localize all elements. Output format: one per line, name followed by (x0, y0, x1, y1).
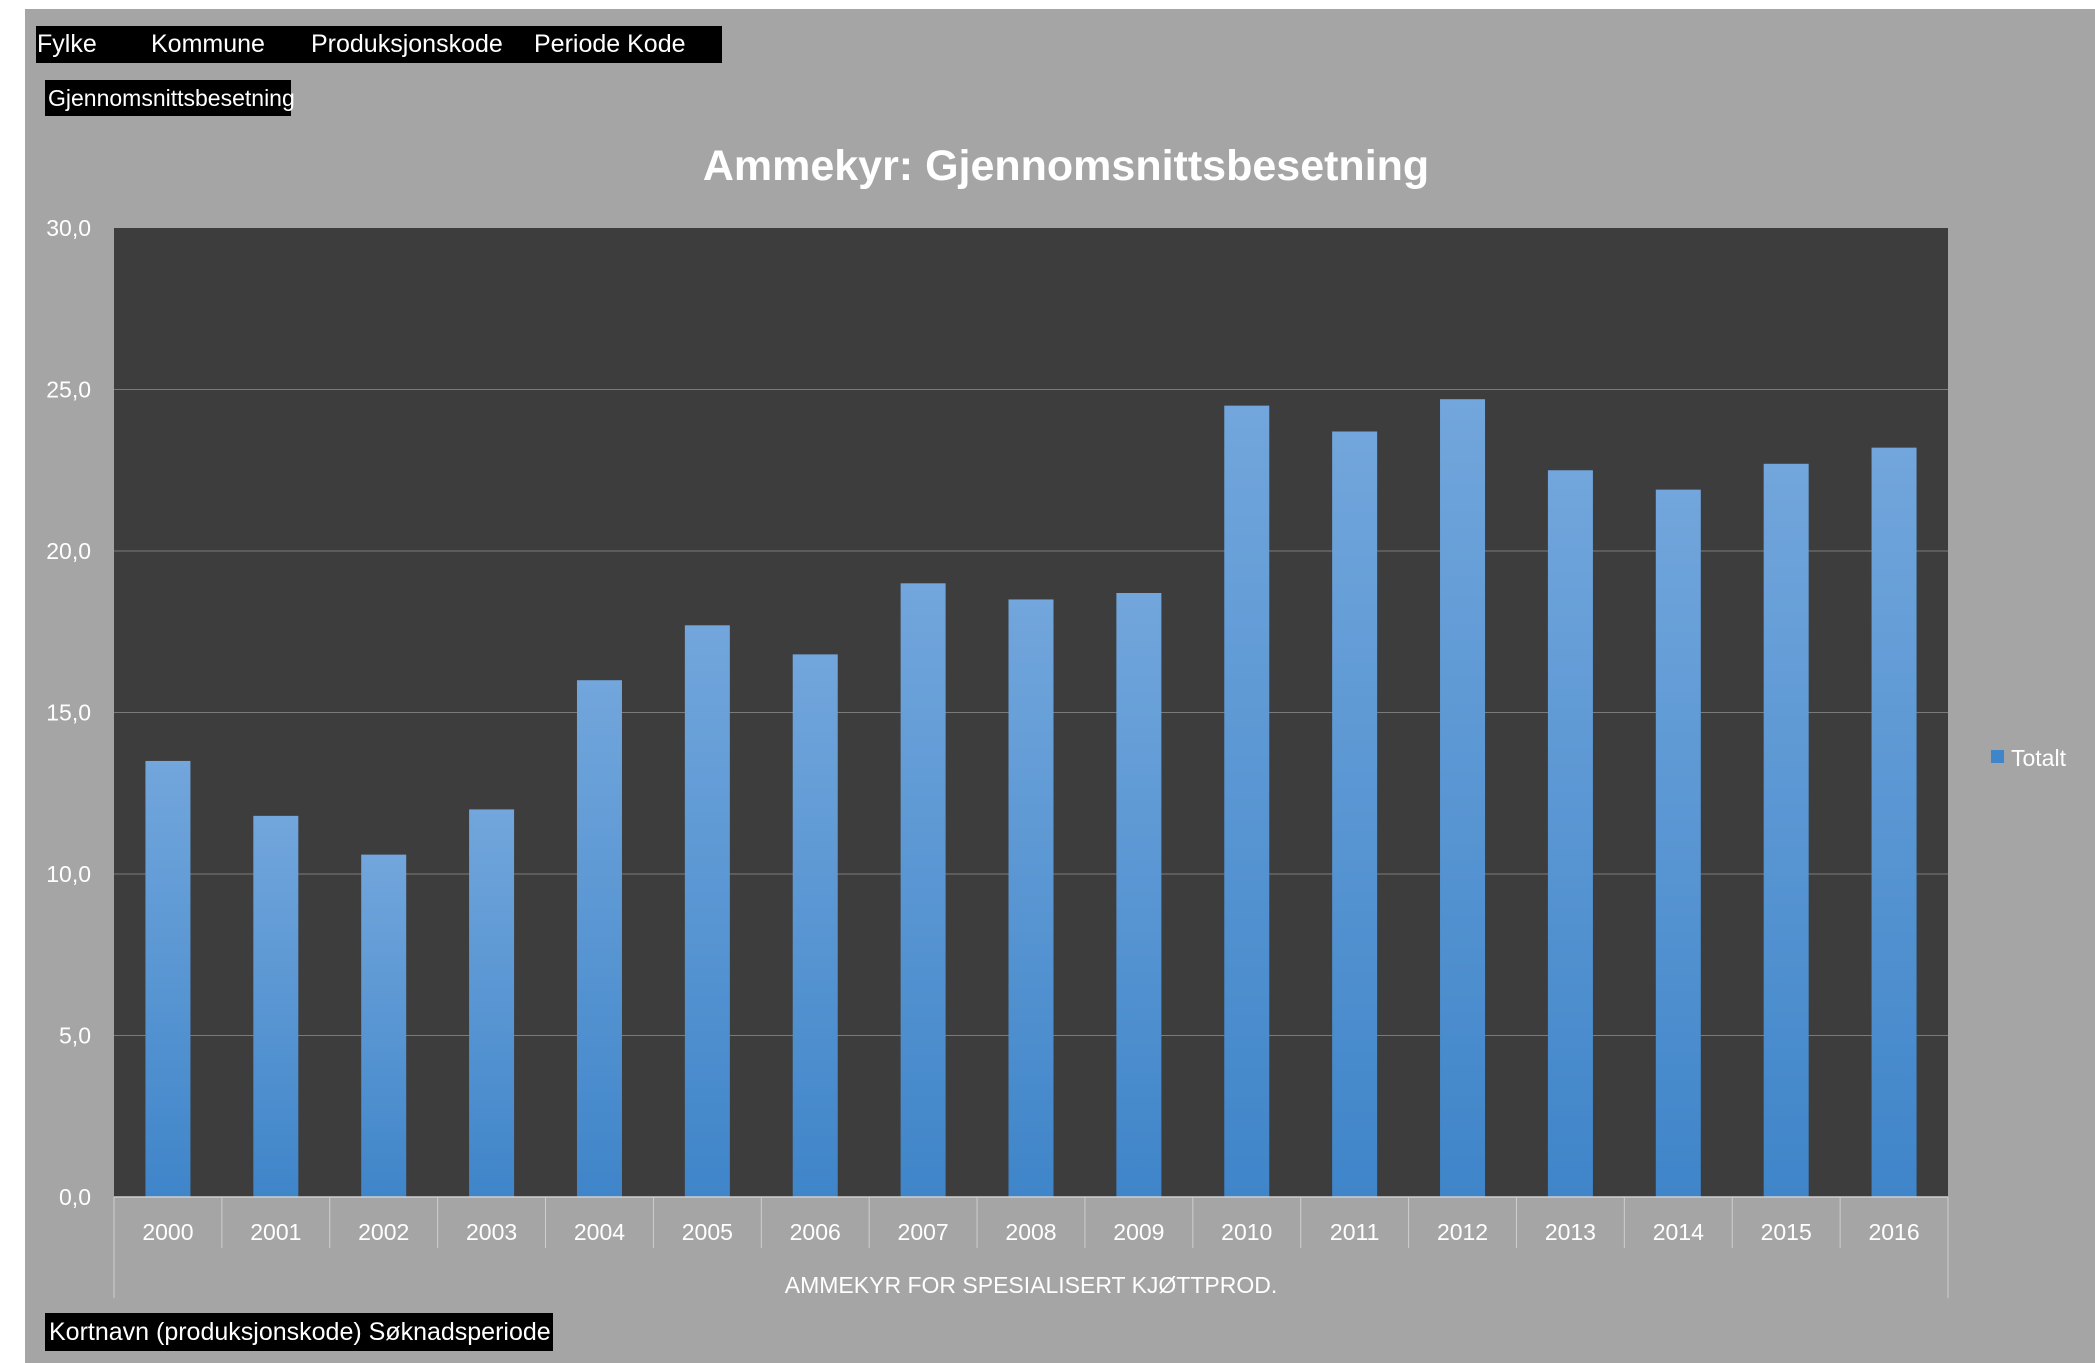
x-tick-label: 2008 (1005, 1219, 1056, 1245)
x-tick-label: 2009 (1113, 1219, 1164, 1245)
x-tick-label: 2007 (898, 1219, 949, 1245)
y-tick-label: 20,0 (46, 538, 91, 564)
x-tick-label: 2002 (358, 1219, 409, 1245)
bar (361, 854, 407, 1197)
filter-field-produksjonskode[interactable]: Produksjonskode (311, 30, 503, 58)
y-tick-label: 30,0 (46, 215, 91, 241)
x-tick-label: 2005 (682, 1219, 733, 1245)
y-tick-label: 0,0 (59, 1184, 91, 1210)
bar (900, 583, 946, 1197)
y-tick-label: 10,0 (46, 861, 91, 887)
chart-title: Ammekyr: Gjennomsnittsbesetning (703, 142, 1429, 190)
bar (1871, 447, 1917, 1197)
x-tick-label: 2006 (790, 1219, 841, 1245)
x-tick-label: 2011 (1330, 1219, 1379, 1245)
x-tick-label: 2015 (1761, 1219, 1812, 1245)
bar (1332, 431, 1378, 1197)
x-tick-label: 2013 (1545, 1219, 1596, 1245)
filter-field-periode-kode[interactable]: Periode Kode (534, 30, 686, 58)
y-tick-label: 15,0 (46, 700, 91, 726)
bars (145, 399, 1917, 1197)
bar (1224, 405, 1270, 1197)
x-tick-label: 2012 (1437, 1219, 1488, 1245)
bar (1008, 599, 1054, 1197)
bar (253, 815, 299, 1197)
legend-swatch (1991, 750, 2004, 763)
x-tick-label: 2004 (574, 1219, 625, 1245)
bar (684, 625, 730, 1197)
bar (1547, 470, 1593, 1197)
x-tick-label: 2014 (1653, 1219, 1704, 1245)
value-field-gjennomsnittsbesetning[interactable]: Gjennomsnittsbesetning (48, 85, 295, 111)
bar (1440, 399, 1486, 1197)
x-axis: 2000 2001 2002 2003 2004 2005 2006 2007 2008 2009… (113, 1196, 1949, 1298)
y-tick-label: 5,0 (59, 1023, 91, 1049)
filter-field-fylke[interactable]: Fylke (37, 30, 97, 58)
y-tick-label: 25,0 (46, 377, 91, 403)
x-tick-label: 2000 (142, 1219, 193, 1245)
y-axis-ticks: 0,0 5,0 10,0 15,0 20,0 25,0 30,0 (46, 215, 91, 1210)
pivot-value-field-bar: Gjennomsnittsbesetning (45, 80, 295, 116)
bar (1655, 489, 1701, 1197)
x-axis-label: AMMEKYR FOR SPESIALISERT KJØTTPROD. (785, 1272, 1277, 1298)
filter-field-kommune[interactable]: Kommune (151, 30, 265, 58)
bar (145, 760, 191, 1197)
bar (469, 809, 515, 1197)
bar (792, 654, 838, 1197)
pivot-row-field-bar: Kortnavn (produksjonskode) Søknadsperiod… (45, 1313, 553, 1351)
legend: Totalt (1991, 745, 2067, 771)
x-tick-label: 2010 (1221, 1219, 1272, 1245)
row-field-kortnavn-soknadsperiode[interactable]: Kortnavn (produksjonskode) Søknadsperiod… (49, 1318, 551, 1346)
bar (1763, 463, 1809, 1197)
x-tick-label: 2003 (466, 1219, 517, 1245)
pivot-filter-bar: Fylke Kommune Produksjonskode Periode Ko… (36, 26, 722, 63)
x-tick-label: 2016 (1868, 1219, 1919, 1245)
x-tick-label: 2001 (250, 1219, 301, 1245)
legend-label: Totalt (2011, 745, 2067, 771)
bar (576, 680, 622, 1197)
bar (1116, 592, 1162, 1197)
